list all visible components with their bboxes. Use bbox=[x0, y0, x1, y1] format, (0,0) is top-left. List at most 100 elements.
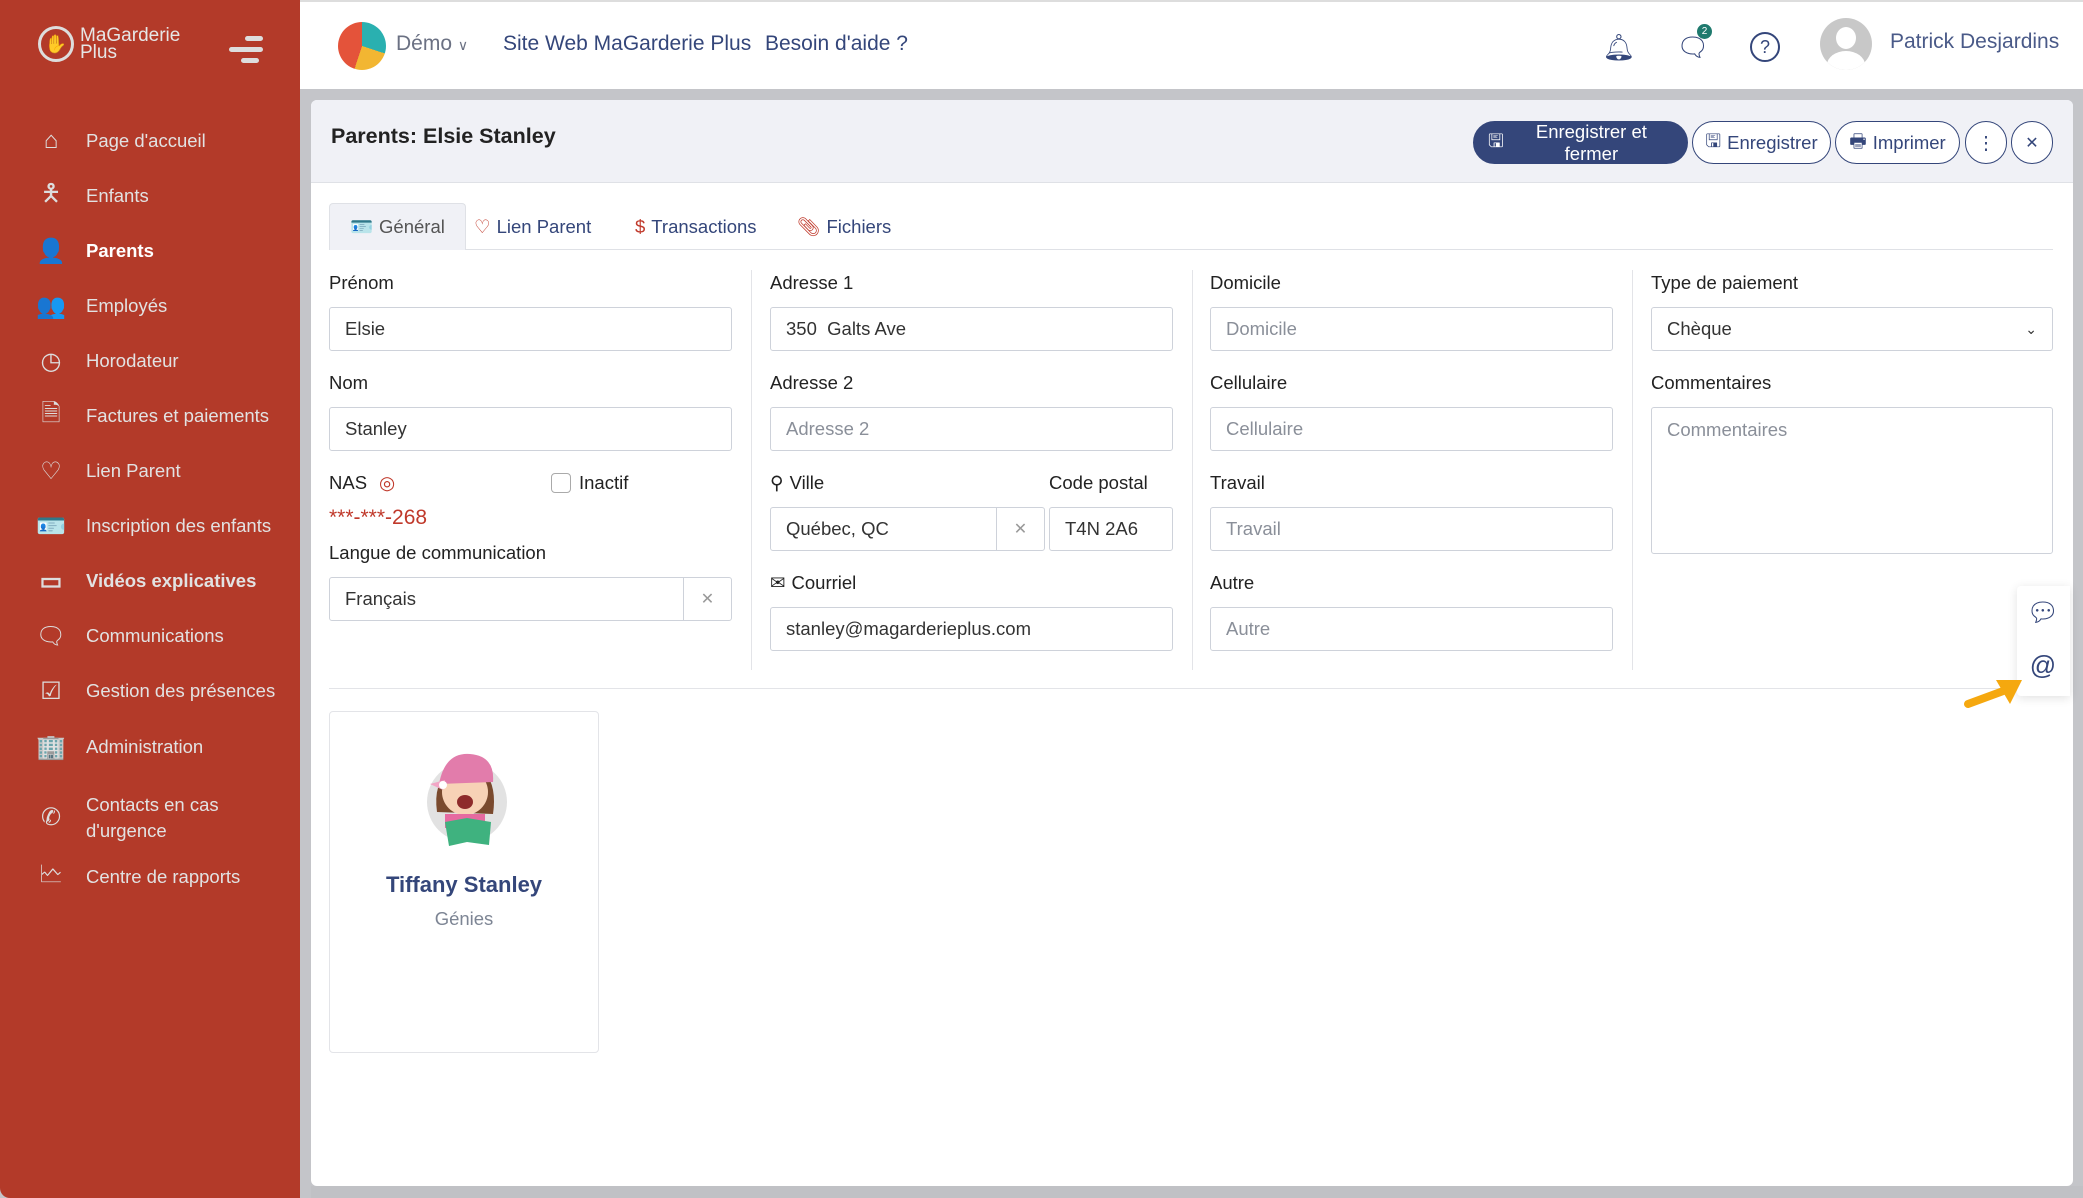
sidebar-item-communications[interactable]: 🗨 Communications bbox=[36, 621, 286, 651]
tab-general[interactable]: 🪪 Général bbox=[329, 203, 466, 250]
adresse2-input[interactable]: Adresse 2 bbox=[770, 407, 1173, 451]
save-close-label: Enregistrer et fermer bbox=[1535, 120, 1647, 164]
sidebar-item-parents[interactable]: 👤 Parents bbox=[36, 236, 286, 266]
autre-input[interactable]: Autre bbox=[1210, 607, 1613, 651]
commentaires-label: Commentaires bbox=[1651, 372, 1772, 393]
inactif-checkbox[interactable] bbox=[551, 473, 571, 493]
clear-icon[interactable]: ✕ bbox=[996, 508, 1044, 550]
save-label: Enregistrer bbox=[1727, 131, 1818, 153]
sidebar-item-label: Vidéos explicatives bbox=[86, 570, 257, 591]
at-mention-icon[interactable]: @ bbox=[2029, 649, 2057, 680]
sidebar-item-presences[interactable]: ☑ Gestion des présences bbox=[36, 676, 286, 706]
ville-select[interactable]: Québec, QC ✕ bbox=[770, 507, 1045, 551]
adresse1-input[interactable]: 350 Galts Ave bbox=[770, 307, 1173, 351]
top-bar: Démo ∨ Site Web MaGarderie Plus Besoin d… bbox=[300, 0, 2083, 89]
logo[interactable]: ✋ MaGarderie Plus bbox=[38, 26, 180, 62]
dollar-icon: $ bbox=[635, 215, 646, 237]
nom-label: Nom bbox=[329, 372, 369, 393]
clear-icon[interactable]: ✕ bbox=[683, 578, 731, 620]
report-icon: 🗠 bbox=[38, 860, 64, 888]
heart-icon: ♡ bbox=[474, 215, 491, 237]
logo-line1: MaGarderie bbox=[80, 25, 181, 46]
sidebar-item-rapports[interactable]: 🗠 Centre de rapports bbox=[36, 860, 286, 892]
sidebar-item-videos[interactable]: ▭ Vidéos explicatives bbox=[36, 566, 286, 596]
sidebar-item-label: Contacts en cas d'urgence bbox=[86, 794, 219, 841]
footer-strip bbox=[311, 1186, 2083, 1198]
invoice-icon: 🗎 bbox=[41, 399, 61, 427]
sidebar-item-label: Communications bbox=[86, 625, 224, 646]
sidebar-item-urgence[interactable]: ✆ Contacts en cas d'urgence bbox=[36, 792, 236, 844]
sidebar-item-employes[interactable]: 👥 Employés bbox=[36, 291, 286, 321]
tab-label: Lien Parent bbox=[496, 215, 592, 237]
help-icon[interactable]: ? bbox=[1750, 32, 1780, 62]
sidebar-item-enfants[interactable]: 🯅 Enfants bbox=[36, 180, 286, 211]
paiement-label: Type de paiement bbox=[1651, 272, 1799, 293]
phone-icon: ✆ bbox=[40, 804, 62, 831]
save-icon: 🖫 bbox=[1488, 129, 1504, 151]
printer-icon: 🖶 bbox=[1849, 129, 1867, 151]
child-name[interactable]: Tiffany Stanley bbox=[385, 872, 543, 897]
message-icon: 🗨 bbox=[35, 622, 67, 650]
sidebar-item-lien-parent[interactable]: ♡ Lien Parent bbox=[36, 456, 286, 486]
column-divider bbox=[1192, 270, 1193, 670]
bell-icon[interactable]: 🔔︎ bbox=[1602, 31, 1636, 62]
nom-input[interactable]: Stanley bbox=[329, 407, 732, 451]
code-postal-input[interactable]: T4N 2A6 bbox=[1049, 507, 1173, 551]
parent-form-card: Parents: Elsie Stanley 🖫 Enregistrer et f… bbox=[311, 100, 2073, 1186]
domicile-label: Domicile bbox=[1210, 272, 1281, 293]
org-selector[interactable]: Démo ∨ bbox=[396, 32, 468, 56]
ville-label-row: ⚲ Ville bbox=[770, 472, 824, 494]
avatar[interactable] bbox=[1820, 18, 1872, 70]
save-close-button[interactable]: 🖫 Enregistrer et fermer bbox=[1473, 121, 1688, 164]
cellulaire-input[interactable]: Cellulaire bbox=[1210, 407, 1613, 451]
org-name: Démo bbox=[396, 32, 453, 55]
child-card[interactable]: Tiffany Stanley Génies bbox=[329, 711, 599, 1053]
prenom-input[interactable]: Elsie bbox=[329, 307, 732, 351]
brand-logo[interactable] bbox=[338, 22, 386, 70]
save-button[interactable]: 🖫 Enregistrer bbox=[1692, 121, 1831, 164]
sidebar-item-horodateur[interactable]: ◷ Horodateur bbox=[36, 346, 286, 376]
sidebar-item-inscription[interactable]: 🪪 Inscription des enfants bbox=[36, 511, 286, 541]
chat-icon[interactable]: 💬︎ bbox=[2026, 596, 2060, 627]
more-vertical-icon: ⋮ bbox=[1976, 131, 1996, 153]
help-link[interactable]: Besoin d'aide ? bbox=[765, 32, 908, 55]
paiement-select[interactable]: Chèque ⌄ bbox=[1651, 307, 2053, 351]
courriel-input[interactable]: stanley@magarderieplus.com bbox=[770, 607, 1173, 651]
user-name[interactable]: Patrick Desjardins bbox=[1890, 30, 2060, 53]
sidebar-item-accueil[interactable]: ⌂ Page d'accueil bbox=[36, 126, 286, 156]
tab-transactions[interactable]: $ Transactions bbox=[615, 203, 777, 250]
sidebar-item-label: Employés bbox=[86, 295, 168, 316]
sidebar-item-label: Page d'accueil bbox=[86, 130, 206, 151]
print-button[interactable]: 🖶 Imprimer bbox=[1835, 121, 1960, 164]
sidebar-item-label: Factures et paiements bbox=[86, 405, 270, 426]
travail-input[interactable]: Travail bbox=[1210, 507, 1613, 551]
tab-fichiers[interactable]: 📎︎ Fichiers bbox=[777, 203, 911, 250]
pointer-arrow-icon bbox=[1964, 680, 2022, 708]
messages-icon[interactable]: 🗨 2 bbox=[1676, 24, 1712, 64]
ville-value: Québec, QC bbox=[786, 518, 889, 539]
prenom-label: Prénom bbox=[329, 272, 394, 293]
eye-icon[interactable]: ◎ bbox=[379, 472, 396, 493]
menu-toggle-icon[interactable] bbox=[229, 36, 263, 69]
domicile-input[interactable]: Domicile bbox=[1210, 307, 1613, 351]
site-web-link[interactable]: Site Web MaGarderie Plus bbox=[503, 32, 752, 55]
map-pin-icon: ⚲ bbox=[770, 472, 784, 493]
sidebar-item-factures[interactable]: 🗎 Factures et paiements bbox=[36, 399, 286, 431]
building-icon: 🏢 bbox=[36, 733, 66, 761]
nas-label: NAS bbox=[329, 472, 368, 493]
sidebar-item-label: Centre de rapports bbox=[86, 866, 241, 887]
column-divider bbox=[1632, 270, 1633, 670]
section-divider bbox=[329, 688, 2053, 689]
users-icon: 👥 bbox=[36, 292, 66, 320]
close-button[interactable]: ✕ bbox=[2011, 121, 2053, 164]
sidebar-item-label: Gestion des présences bbox=[86, 680, 276, 701]
tab-label: Transactions bbox=[651, 215, 757, 237]
code-postal-label: Code postal bbox=[1049, 472, 1148, 493]
langue-label: Langue de communication bbox=[329, 542, 547, 563]
sidebar-item-administration[interactable]: 🏢 Administration bbox=[36, 732, 286, 762]
commentaires-textarea[interactable]: Commentaires bbox=[1651, 407, 2053, 554]
more-options-button[interactable]: ⋮ bbox=[1965, 121, 2007, 164]
langue-select[interactable]: Français ✕ bbox=[329, 577, 732, 621]
travail-label: Travail bbox=[1210, 472, 1265, 493]
tab-lien-parent[interactable]: ♡ Lien Parent bbox=[454, 203, 611, 250]
